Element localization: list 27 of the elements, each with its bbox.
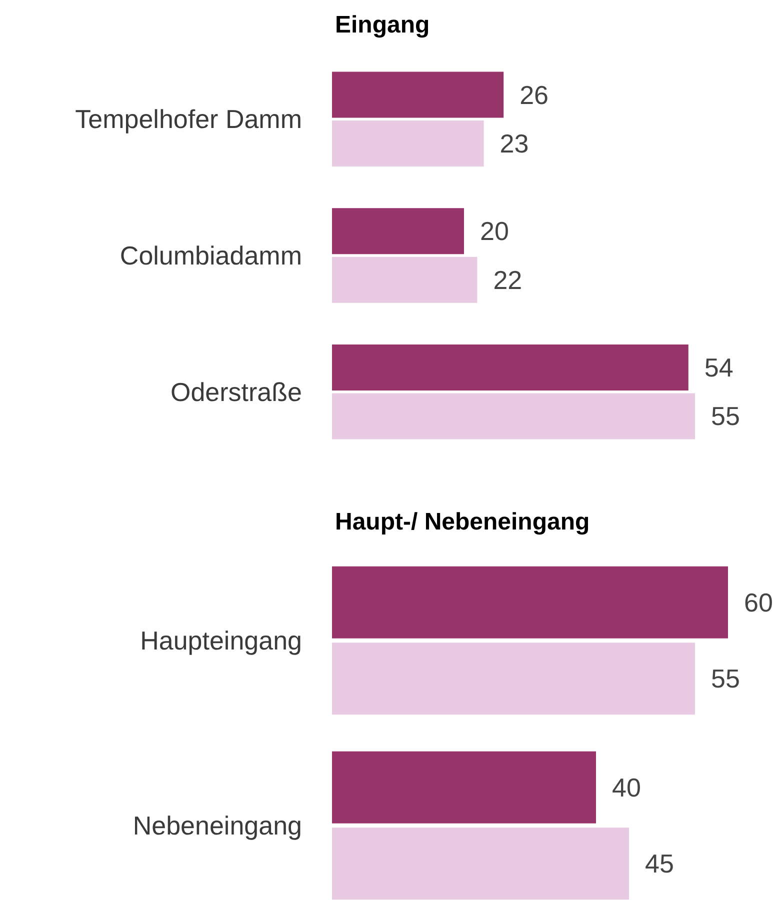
bar (332, 120, 484, 167)
bar (332, 828, 629, 900)
bar (332, 393, 695, 440)
data-label: 54 (704, 352, 734, 382)
bar (332, 208, 464, 254)
data-label: 60 (744, 587, 773, 618)
data-label: 20 (480, 216, 509, 246)
bar (332, 256, 478, 303)
y-tick-label: Tempelhofer Damm (75, 104, 302, 134)
data-label: 55 (711, 664, 740, 694)
data-label: 23 (500, 128, 529, 159)
data-label: 55 (711, 401, 740, 432)
data-label: 45 (645, 848, 674, 879)
y-tick-label: Oderstraße (170, 376, 302, 407)
bar (332, 72, 504, 118)
y-tick-label: Columbiadamm (120, 240, 302, 270)
data-label: 40 (612, 772, 641, 802)
chart-title: Haupt-/ Nebeneingang (335, 508, 590, 536)
bar (332, 566, 728, 638)
y-tick-label: Haupteingang (140, 626, 302, 656)
data-label: 26 (520, 80, 549, 110)
bar (332, 344, 688, 390)
bar (332, 751, 596, 824)
data-label: 22 (493, 264, 522, 295)
chart-title: Eingang (335, 12, 430, 38)
bar (332, 642, 695, 715)
y-tick-label: Nebeneingang (132, 810, 302, 840)
